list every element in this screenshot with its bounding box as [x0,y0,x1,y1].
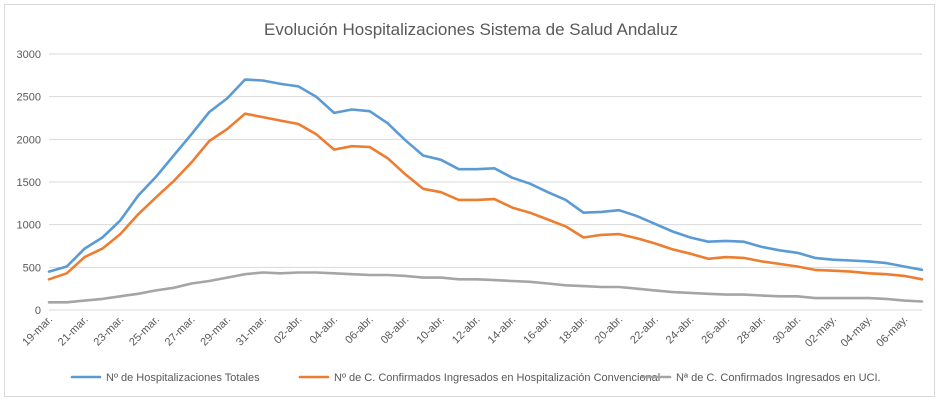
x-tick-label: 02-abr. [272,314,305,347]
x-tick-label: 25-mar. [127,314,162,349]
x-tick-label: 06-may. [874,314,910,350]
series-line-2 [47,112,924,281]
y-tick-label: 3000 [17,49,41,61]
chart-title: Evolución Hospitalizaciones Sistema de S… [264,20,678,39]
gridlines [49,53,922,311]
series-lines [47,78,924,304]
y-tick-label: 0 [35,305,41,317]
x-tick-label: 06-abr. [343,314,376,347]
x-tick-label: 23-mar. [92,314,127,349]
y-tick-label: 1000 [17,220,41,232]
x-tick-label: 18-abr. [557,314,590,347]
y-tick-label: 2500 [17,92,41,104]
x-tick-label: 19-mar. [20,314,55,349]
series-line-3 [47,271,924,304]
x-tick-label: 30-abr. [771,314,804,347]
x-tick-label: 10-abr. [414,314,447,347]
x-tick-label: 02-may. [803,314,839,350]
x-tick-label: 12-abr. [450,314,483,347]
x-tick-label: 14-abr. [486,314,519,347]
x-tick-label: 27-mar. [163,314,198,349]
x-tick-label: 28-abr. [735,314,768,347]
x-tick-label: 20-abr. [593,314,626,347]
chart-frame: Evolución Hospitalizaciones Sistema de S… [4,4,935,397]
x-tick-label: 29-mar. [198,314,233,349]
x-axis-labels: 19-mar. 21-mar. 23-mar. 25-mar. 27-mar. 29-ma… [20,314,910,350]
legend-label: Nº de Hospitalizaciones Totales [106,372,260,384]
x-tick-label: 31-mar. [234,314,269,349]
x-tick-label: 22-abr. [628,314,661,347]
legend: Nº de Hospitalizaciones Totales Nº de C. … [70,372,881,384]
y-tick-label: 500 [23,262,41,274]
x-tick-label: 21-mar. [56,314,91,349]
y-tick-label: 2000 [17,134,41,146]
line-chart: Evolución Hospitalizaciones Sistema de S… [17,20,924,384]
x-tick-label: 04-abr. [307,314,340,347]
y-axis-labels: 0 500 1000 1500 2000 2500 3000 [17,49,41,317]
x-tick-label: 24-abr. [664,314,697,347]
x-tick-label: 26-abr. [699,314,732,347]
x-tick-label: 04-may. [839,314,875,350]
y-tick-label: 1500 [17,177,41,189]
x-tick-label: 16-abr. [521,314,554,347]
legend-label: Nº de C. Confirmados Ingresados en Hospi… [334,372,660,384]
legend-label: Nª de C. Confirmados Ingresados en UCI. [676,372,881,384]
x-tick-label: 08-abr. [379,314,412,347]
series-line-1 [47,78,924,273]
